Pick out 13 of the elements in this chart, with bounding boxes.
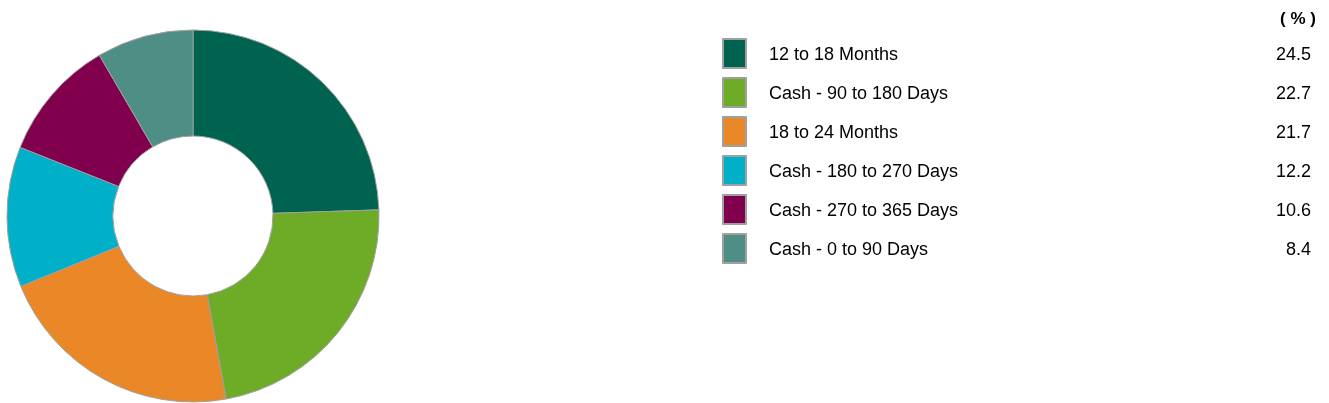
legend-label: Cash - 90 to 180 Days: [769, 82, 949, 103]
legend-label: Cash - 270 to 365 Days: [769, 199, 959, 220]
legend-label: Cash - 180 to 270 Days: [769, 160, 959, 181]
data-label: 12.2: [1275, 160, 1311, 181]
data-label: 24.5: [1275, 43, 1311, 64]
legend-label: 18 to 24 Months: [769, 121, 899, 142]
data-label: 22.7: [1275, 82, 1311, 103]
legend-label: Cash - 0 to 90 Days: [769, 238, 929, 259]
text: ( % ): [1280, 9, 1317, 28]
data-label: 21.7: [1275, 121, 1311, 142]
data-label: 8.4: [1285, 238, 1311, 259]
legend-label: 12 to 18 Months: [769, 43, 899, 64]
data-label: 10.6: [1275, 199, 1311, 220]
